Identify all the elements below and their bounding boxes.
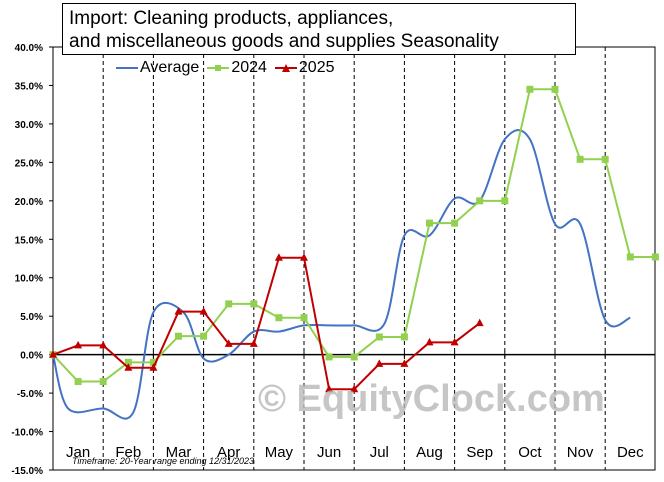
data-point-2025 [274,253,283,261]
data-point-2025 [99,340,108,349]
x-tick-label: Aug [416,444,443,461]
timeframe-footnote: Timeframe: 20-Year range ending 12/31/20… [72,456,255,466]
data-point-2024 [551,85,559,93]
series-line-average [52,129,631,420]
data-point-2024 [325,353,333,361]
data-point-2024 [576,155,584,163]
data-point-2025 [375,359,384,367]
data-point-2024 [250,300,258,308]
legend-item-average: Average [116,59,199,77]
data-point-2025 [300,253,308,261]
data-point-2025 [475,318,484,327]
legend-square-marker-icon [207,65,230,71]
data-point-2024 [300,314,308,322]
data-point-2025 [425,337,434,346]
data-point-2024 [200,332,208,340]
data-point-2024 [476,197,484,205]
data-point-2024 [651,253,659,261]
chart-title-line-1: Import: Cleaning products, appliances, [69,8,394,29]
x-tick-label: Nov [567,444,594,461]
x-tick-label: Jun [317,444,341,461]
x-tick-label: Sep [466,444,493,461]
legend-label-average: Average [140,59,200,76]
data-point-2024 [124,358,132,366]
legend-item-2025: 2025 [274,59,335,77]
data-point-2025 [124,363,133,371]
x-tick-label: Oct [518,444,542,461]
y-tick-label: -5.0% [17,389,43,400]
legend-label-2024: 2024 [231,59,267,76]
watermark: © EquityClock.com [258,378,605,420]
x-tick-label: Feb [115,444,141,461]
x-tick-label: Mar [166,444,192,461]
data-point-2025 [325,384,334,393]
legend-label-2025: 2025 [298,59,335,76]
data-point-2025 [249,339,258,347]
x-tick-label: Dec [617,444,644,461]
y-tick-label: 40.0% [15,43,43,54]
chart-title-box: Import: Cleaning products, appliances, a… [62,3,576,55]
data-point-2024 [400,333,408,341]
data-point-2025 [49,350,57,358]
data-point-2024 [526,85,534,93]
y-tick-label: 10.0% [15,274,43,285]
data-point-2025 [149,363,158,371]
data-point-2024 [626,253,634,261]
y-tick-label: 15.0% [15,235,43,246]
y-tick-label: 25.0% [15,158,43,169]
x-tick-label: Jul [370,444,389,461]
x-tick-label: May [265,444,294,461]
data-point-2025 [174,307,183,315]
y-tick-label: -10.0% [11,428,43,439]
data-point-2024 [501,197,509,205]
data-point-2024 [426,219,433,227]
y-tick-label: 30.0% [15,120,43,131]
labels-layer: 40.0% 35.0% 30.0% 25.0% 20.0% 15.0% 10.0% 5.0% 0… [11,43,644,477]
data-point-2024 [601,155,609,163]
legend: Average 2024 2025 [116,58,335,78]
legend-item-2024: 2024 [207,59,267,77]
y-tick-label: 0.0% [20,351,43,362]
legend-line-average-icon [116,67,138,69]
data-point-2025 [400,359,409,367]
data-point-2024 [99,378,107,386]
data-point-2024 [451,219,459,227]
y-tick-label: 35.0% [15,81,43,92]
data-point-2024 [275,314,283,322]
data-point-2024 [175,332,182,340]
y-tick-label: -15.0% [11,466,43,477]
data-point-2025 [74,340,83,349]
series-line-2025 [52,256,481,391]
x-tick-label: Jan [66,444,90,461]
data-point-2025 [199,307,208,315]
chart-title-line-2: and miscellaneous goods and supplies Sea… [69,31,499,52]
data-point-2025 [450,337,459,346]
data-point-2024 [149,358,157,366]
data-point-2024 [375,333,383,341]
legend-triangle-marker-icon [274,64,297,72]
data-point-2025 [350,384,359,393]
data-point-2024 [74,378,82,386]
x-tick-label: Apr [217,444,240,461]
y-tick-label: 5.0% [20,312,43,323]
data-point-2024 [225,300,233,308]
data-point-2024 [350,353,358,361]
data-point-2025 [224,339,233,347]
series-layer [49,85,659,420]
y-tick-label: 20.0% [15,197,43,208]
